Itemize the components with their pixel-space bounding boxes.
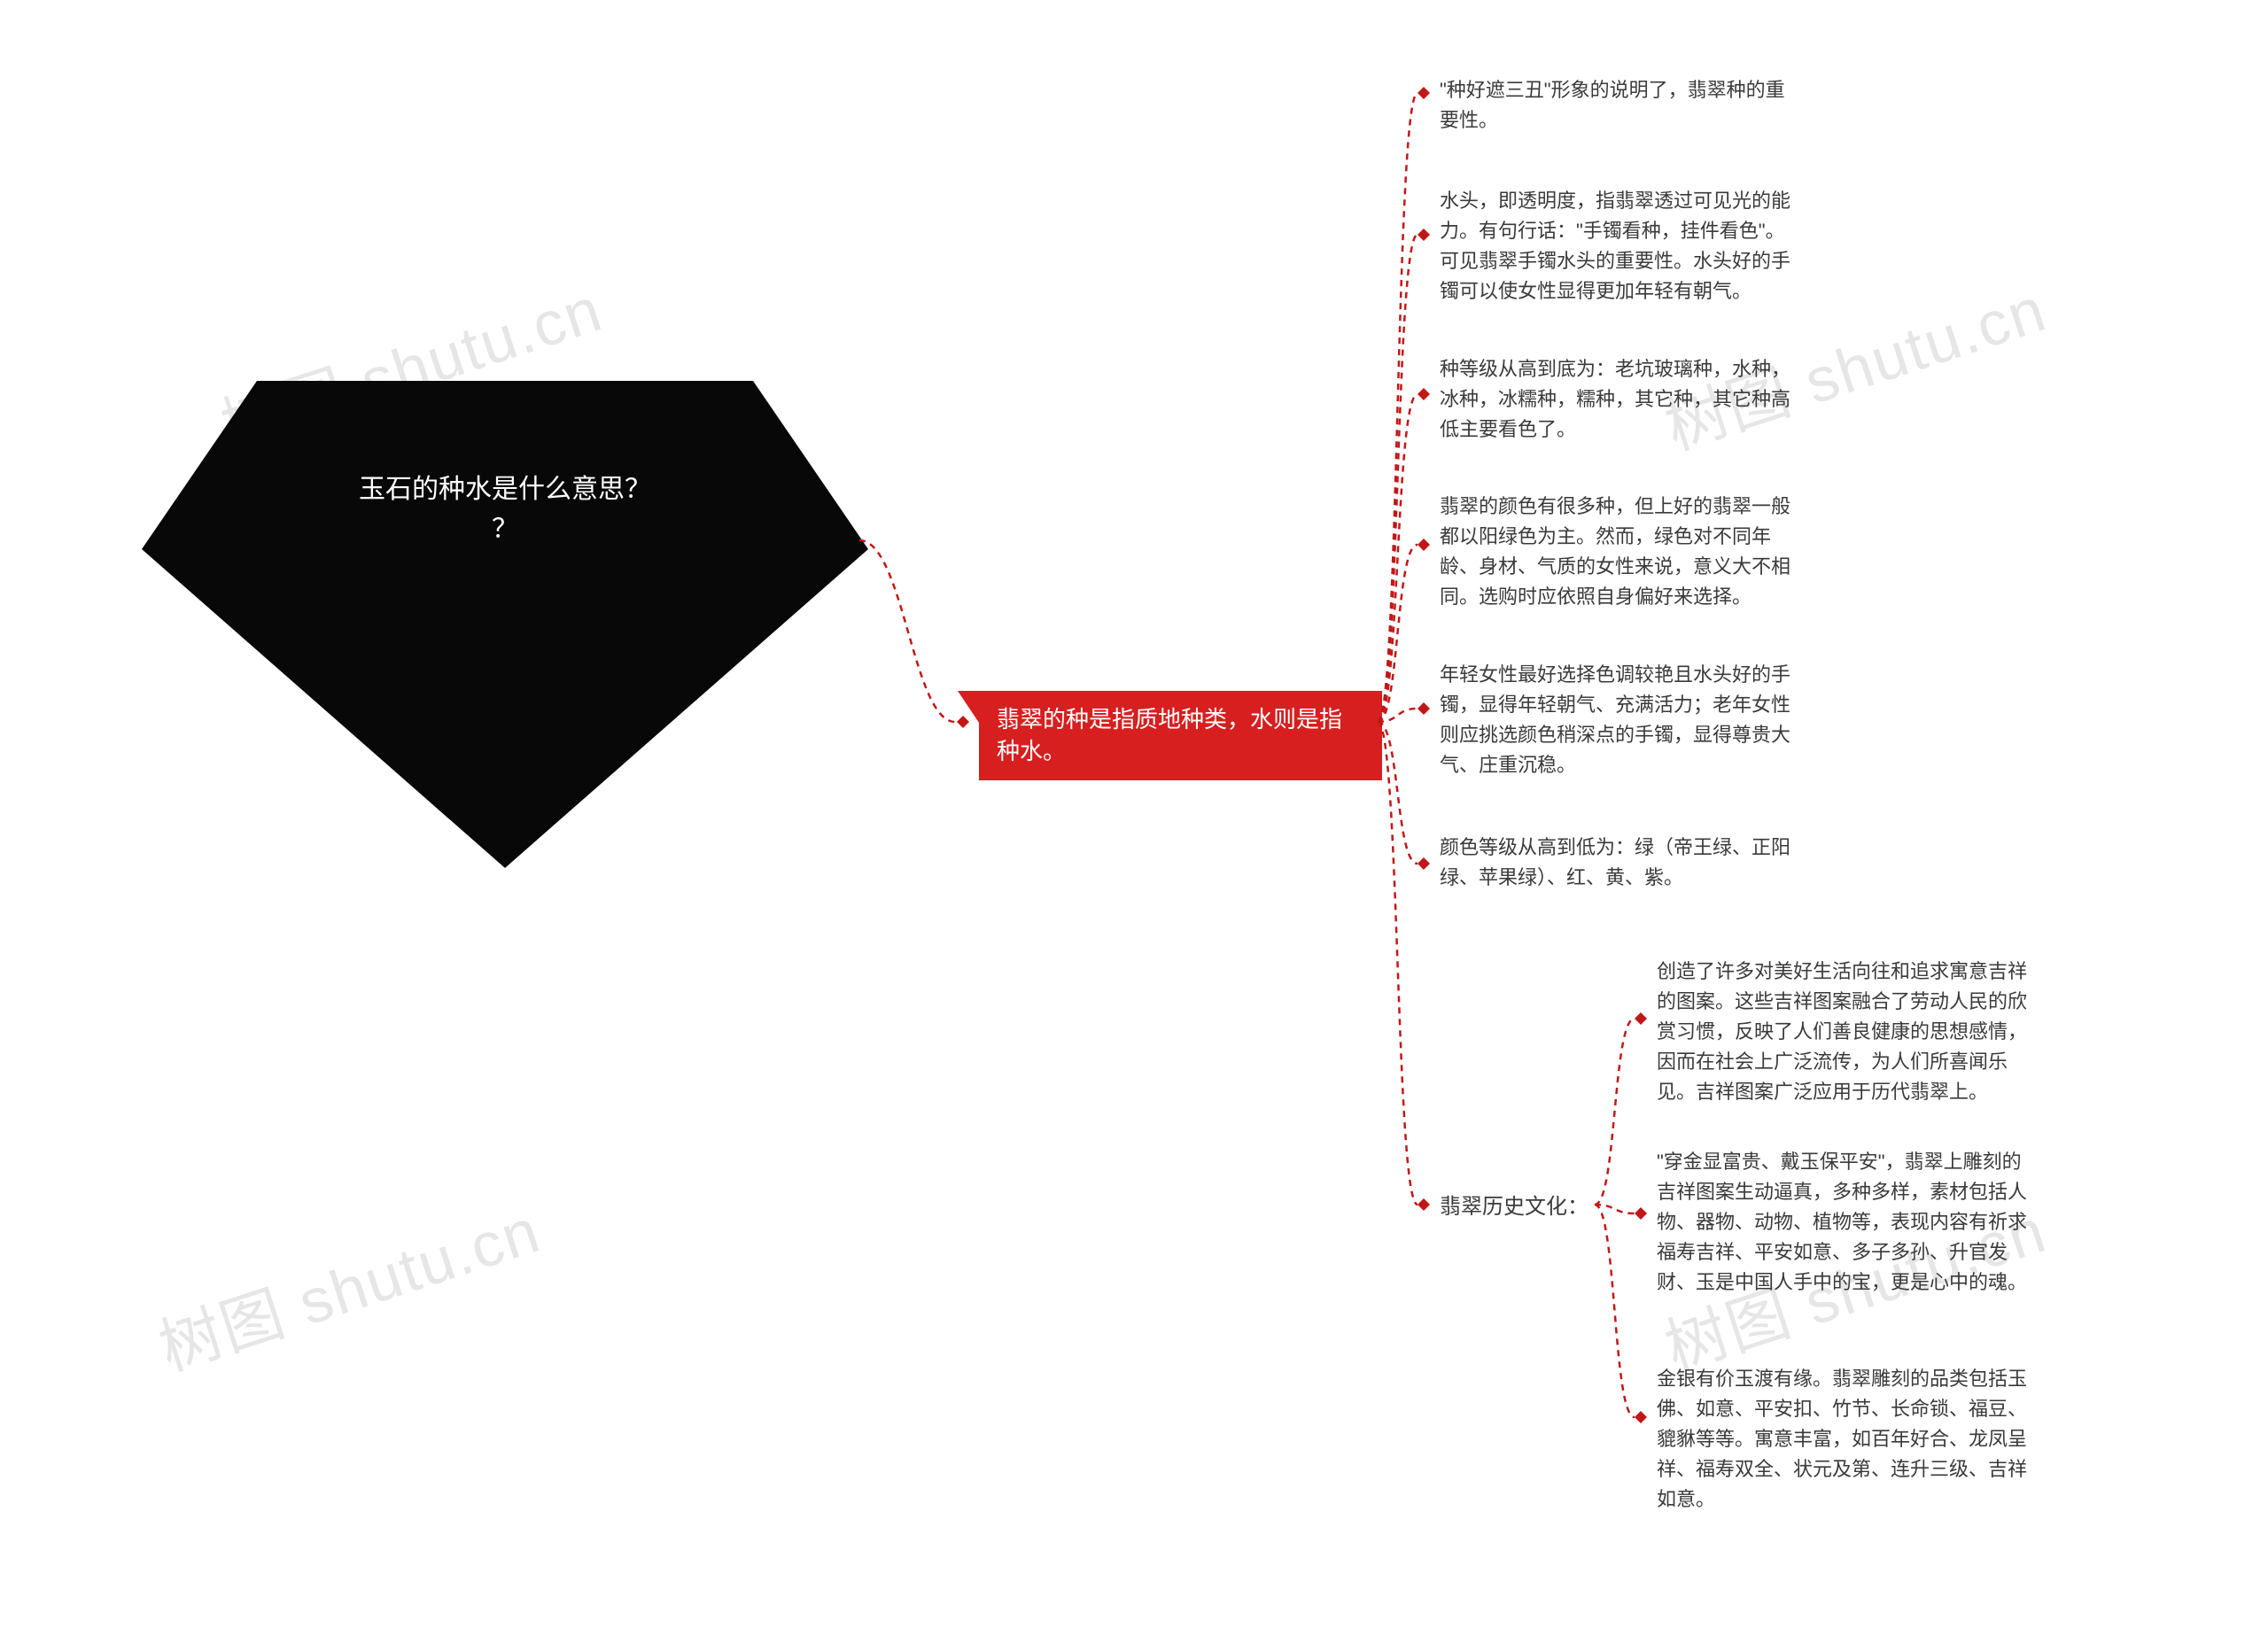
subbranch-node[interactable]: 翡翠历史文化： (1440, 1191, 1588, 1223)
leaf-node[interactable]: 颜色等级从高到低为：绿（帝王绿、正阳绿、苹果绿）、红、黄、紫。 (1440, 833, 1803, 893)
root-label: 玉石的种水是什么意思？ ？ (319, 469, 691, 549)
branch-node[interactable]: 翡翠的种是指质地种类，水则是指种水。 (979, 691, 1382, 780)
root-node[interactable]: 玉石的种水是什么意思？ ？ (142, 195, 868, 868)
leaf-node[interactable]: 水头，即透明度，指翡翠透过可见光的能力。有句行话："手镯看种，挂件看色"。可见翡… (1440, 186, 1803, 306)
connector-fan (1378, 71, 1449, 1244)
watermark: 树图 shutu.cn (146, 1182, 549, 1389)
connector-fan-2 (1595, 957, 1666, 1492)
leaf-node[interactable]: 种等级从高到底为：老坑玻璃种，水种，冰种，冰糯种，糯种，其它种，其它种高低主要看… (1440, 354, 1803, 445)
leaf-node[interactable]: "穿金显富贵、戴玉保平安"，翡翠上雕刻的吉祥图案生动逼真，多种多样，素材包括人物… (1657, 1147, 2029, 1298)
leaf-node[interactable]: 年轻女性最好选择色调较艳且水头好的手镯，显得年轻朝气、充满活力；老年女性则应挑选… (1440, 660, 1803, 780)
branch-label: 翡翠的种是指质地种类，水则是指种水。 (997, 706, 1342, 764)
leaf-node[interactable]: 翡翠的颜色有很多种，但上好的翡翠一般都以阳绿色为主。然而，绿色对不同年龄、身材、… (1440, 492, 1803, 612)
leaf-node[interactable]: "种好遮三丑"形象的说明了，翡翠种的重要性。 (1440, 75, 1803, 136)
leaf-node[interactable]: 金银有价玉渡有缘。翡翠雕刻的品类包括玉佛、如意、平安扣、竹节、长命锁、福豆、貔貅… (1657, 1364, 2029, 1515)
mindmap-canvas: 树图 shutu.cn 树图 shutu.cn 树图 shutu.cn 树图 s… (0, 0, 2268, 1651)
leaf-node[interactable]: 创造了许多对美好生活向往和追求寓意吉祥的图案。这些吉祥图案融合了劳动人民的欣赏习… (1657, 957, 2029, 1107)
